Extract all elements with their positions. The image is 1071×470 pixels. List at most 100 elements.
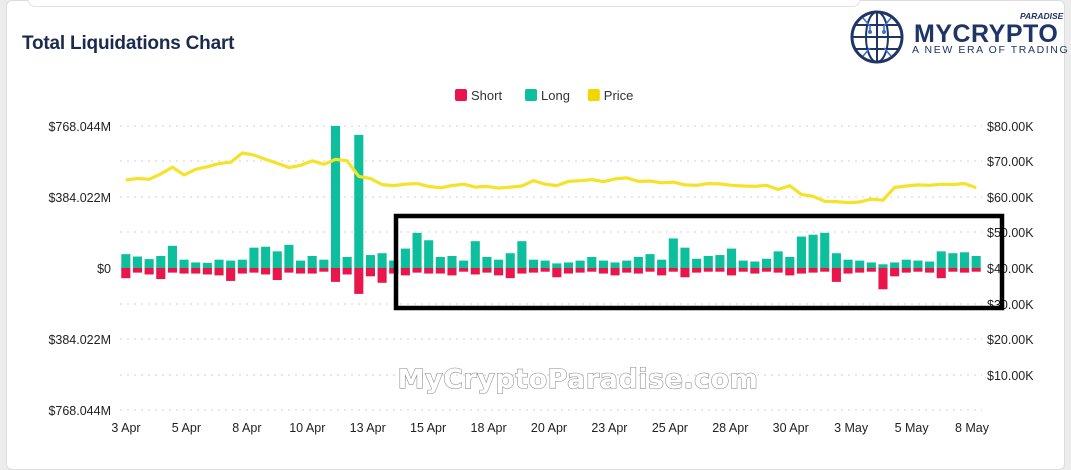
short-bar — [820, 268, 830, 272]
short-bar — [587, 268, 597, 272]
chart-legend[interactable]: Short Long Price — [455, 88, 633, 103]
short-bar — [354, 268, 364, 294]
legend-label: Long — [541, 88, 570, 103]
long-bar — [237, 259, 247, 268]
short-bar — [482, 268, 492, 273]
short-bar — [878, 268, 888, 290]
long-bar — [540, 260, 550, 268]
long-bar — [179, 259, 189, 268]
short-bar — [424, 268, 434, 274]
short-bar — [435, 268, 445, 274]
short-bar — [692, 268, 702, 273]
short-bar — [307, 268, 317, 274]
long-bar — [284, 244, 294, 268]
long-bar — [727, 248, 737, 268]
long-bar — [598, 260, 608, 268]
long-bar — [715, 255, 725, 268]
long-bar — [249, 247, 259, 268]
long-bar — [866, 262, 876, 268]
short-bar — [727, 268, 737, 276]
legend-item-price[interactable]: Price — [587, 88, 634, 103]
long-bar — [191, 262, 201, 268]
legend-label: Short — [471, 88, 502, 103]
left-axis-tick-label: $768.044M — [48, 120, 111, 134]
long-bar — [272, 251, 282, 268]
long-bar — [808, 234, 818, 268]
x-axis-tick-label: 8 Apr — [232, 421, 261, 435]
x-axis-tick-label: 20 Apr — [531, 421, 567, 435]
short-bar — [668, 268, 678, 272]
short-bar — [191, 268, 201, 274]
long-bar — [820, 232, 830, 268]
short-bar — [249, 268, 259, 273]
long-bar — [505, 253, 515, 268]
short-bar — [959, 268, 970, 273]
legend-swatch — [525, 89, 537, 101]
long-bar — [959, 252, 970, 268]
watermark-text: MyCryptoParadise.com — [398, 364, 759, 395]
long-bar — [470, 241, 480, 268]
long-bar — [144, 259, 154, 268]
long-bar — [156, 255, 166, 268]
long-bar — [971, 255, 981, 268]
short-bar — [284, 268, 294, 273]
right-axis-tick-label: $70.00K — [987, 155, 1034, 169]
long-bar — [703, 255, 713, 268]
short-bar — [738, 268, 748, 272]
short-bar — [179, 268, 189, 274]
short-bar — [610, 268, 620, 276]
brand-logo: PARADISE MYCRYPTO A NEW ERA OF TRADING — [848, 8, 1068, 66]
short-bar — [773, 268, 783, 273]
short-bar — [377, 268, 387, 283]
x-axis-tick-label: 3 May — [834, 421, 869, 435]
x-axis-tick-label: 3 Apr — [111, 421, 140, 435]
short-bar — [622, 268, 632, 273]
x-axis-tick-label: 30 Apr — [773, 421, 809, 435]
short-bar — [563, 268, 574, 274]
short-bar — [703, 268, 713, 272]
short-bar — [459, 268, 469, 272]
short-bar — [528, 268, 539, 273]
x-axis-tick-label: 5 Apr — [172, 421, 201, 435]
long-bar — [459, 260, 469, 268]
long-bar — [424, 240, 434, 268]
short-bar — [890, 268, 900, 277]
short-bar — [237, 268, 247, 274]
short-bar — [319, 268, 329, 272]
short-bar — [552, 268, 562, 278]
short-bar — [633, 268, 643, 274]
right-axis-labels: $80.00K$70.00K$60.00K$50.00K$40.00K$30.0… — [987, 120, 1034, 383]
long-bar — [307, 255, 317, 268]
right-axis-tick-label: $80.00K — [987, 120, 1034, 134]
bar-series — [121, 126, 981, 294]
short-bar — [296, 268, 306, 274]
short-bar — [866, 268, 876, 272]
short-bar — [645, 268, 655, 272]
long-bar — [482, 256, 492, 268]
legend-item-long[interactable]: Long — [525, 88, 570, 103]
left-axis-tick-label: $384.022M — [48, 191, 111, 205]
long-bar — [552, 263, 562, 268]
left-axis-tick-label: $768.044M — [48, 404, 111, 418]
long-bar — [587, 256, 597, 268]
long-bar — [785, 256, 795, 268]
right-axis-tick-label: $20.00K — [987, 333, 1034, 347]
long-bar — [365, 255, 375, 268]
long-bar — [132, 256, 143, 268]
short-bar — [121, 268, 131, 279]
short-bar — [761, 268, 772, 272]
short-bar — [342, 268, 352, 275]
long-bar — [878, 264, 888, 268]
x-axis-tick-label: 28 Apr — [712, 421, 748, 435]
long-bar — [831, 253, 841, 268]
right-axis-tick-label: $50.00K — [987, 226, 1034, 240]
legend-item-short[interactable]: Short — [455, 88, 502, 103]
long-bar — [773, 251, 783, 268]
long-bar — [342, 256, 352, 268]
short-bar — [156, 268, 166, 280]
short-bar — [272, 268, 282, 281]
long-bar — [528, 259, 539, 268]
short-bar — [202, 268, 212, 275]
logo-wordmark: MYCRYPTO — [914, 20, 1059, 48]
